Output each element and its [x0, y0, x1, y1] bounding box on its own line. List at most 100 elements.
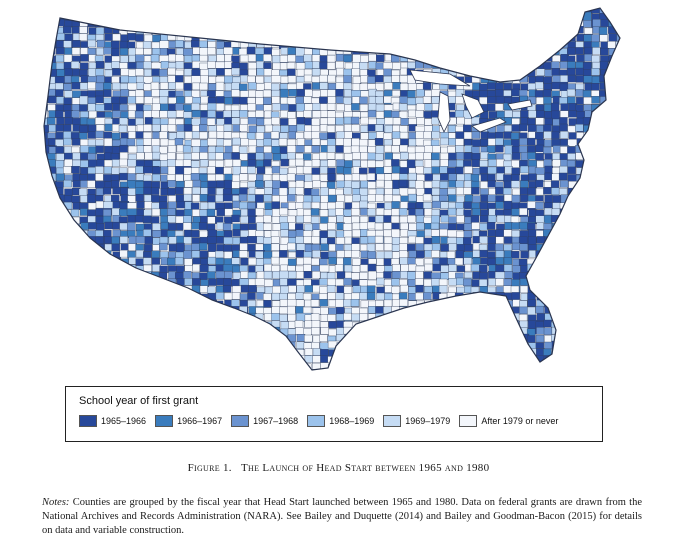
county-cell	[535, 179, 544, 188]
county-cell	[327, 369, 337, 370]
county-cell	[48, 250, 57, 259]
county-cell	[424, 145, 433, 153]
county-cell	[623, 27, 631, 34]
county-cell	[145, 371, 153, 378]
county-cell	[224, 61, 233, 69]
county-cell	[65, 377, 73, 380]
county-cell	[56, 223, 74, 231]
county-cell	[127, 8, 136, 13]
county-cell	[447, 96, 456, 104]
county-cell	[463, 378, 471, 380]
county-cell	[303, 215, 312, 223]
county-cell	[184, 306, 193, 314]
county-cell	[567, 12, 577, 20]
county-cell	[392, 333, 409, 342]
county-cell	[384, 293, 393, 301]
county-cell	[472, 250, 481, 258]
county-cell	[64, 257, 73, 265]
county-cell	[48, 186, 57, 195]
county-cell	[64, 244, 73, 252]
county-cell	[176, 362, 185, 370]
county-cell	[191, 314, 200, 322]
county-cell	[544, 369, 553, 370]
county-cell	[320, 327, 329, 335]
county-cell	[456, 159, 465, 168]
county-cell	[519, 145, 528, 154]
county-cell	[263, 215, 272, 223]
county-cell	[118, 125, 128, 133]
county-cell	[431, 33, 441, 41]
county-cell	[383, 243, 393, 251]
county-cell	[359, 355, 369, 363]
county-cell	[135, 258, 144, 266]
county-cell	[406, 320, 416, 336]
county-cell	[319, 82, 328, 90]
county-cell	[351, 103, 360, 111]
county-cell	[487, 251, 496, 259]
county-cell	[455, 25, 464, 34]
county-cell	[344, 195, 354, 203]
county-cell	[592, 271, 602, 280]
county-cell	[206, 313, 224, 321]
county-cell	[312, 8, 321, 13]
county-cell	[559, 123, 568, 132]
county-cell	[327, 159, 336, 167]
county-cell	[623, 117, 631, 124]
county-cell	[288, 125, 298, 133]
county-cell	[311, 320, 321, 328]
county-cell	[455, 8, 464, 14]
county-cell	[527, 118, 536, 126]
county-cell	[448, 278, 457, 286]
county-cell	[72, 97, 81, 105]
county-cell	[455, 319, 464, 328]
county-cell	[63, 146, 73, 154]
county-cell	[222, 12, 232, 20]
county-cell	[399, 173, 408, 181]
county-cell	[111, 146, 121, 154]
county-cell	[320, 243, 329, 251]
county-cell	[279, 377, 295, 381]
county-cell	[592, 208, 601, 216]
county-cell	[176, 355, 185, 363]
county-cell	[416, 89, 425, 97]
county-cell	[351, 272, 360, 280]
county-cell	[96, 257, 106, 265]
county-cell	[456, 62, 465, 70]
county-cell	[286, 173, 296, 181]
county-cell	[136, 152, 145, 160]
county-cell	[448, 307, 457, 322]
county-cell	[88, 356, 98, 364]
county-cell	[488, 68, 497, 76]
county-cell	[376, 173, 385, 182]
county-cell	[568, 26, 577, 34]
county-cell	[88, 110, 98, 119]
county-cell	[560, 292, 569, 300]
county-cell	[592, 236, 601, 244]
county-cell	[598, 334, 608, 342]
county-cell	[494, 300, 504, 308]
county-cell	[87, 293, 96, 301]
county-cell	[558, 188, 568, 196]
county-cell	[376, 258, 385, 266]
county-cell	[111, 293, 120, 301]
county-cell	[608, 76, 620, 91]
county-cell	[583, 125, 600, 133]
county-cell	[407, 41, 425, 50]
county-cell	[263, 97, 272, 105]
county-cell	[127, 96, 136, 104]
county-cell	[472, 208, 481, 216]
county-cell	[119, 249, 128, 258]
county-cell	[248, 33, 257, 41]
county-cell	[583, 132, 592, 140]
county-cell	[44, 251, 57, 260]
county-cell	[360, 125, 369, 133]
county-cell	[543, 223, 552, 231]
county-cell	[568, 293, 577, 308]
county-cell	[327, 89, 336, 97]
county-cell	[607, 299, 616, 315]
county-cell	[279, 306, 288, 315]
county-cell	[128, 362, 137, 370]
county-cell	[56, 69, 65, 77]
county-cell	[407, 90, 416, 98]
county-cell	[319, 74, 328, 83]
